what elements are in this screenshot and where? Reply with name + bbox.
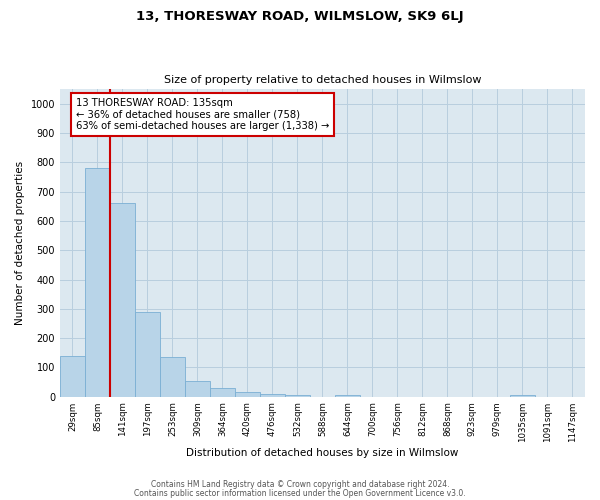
Bar xyxy=(160,357,185,397)
Bar xyxy=(135,312,160,396)
Bar xyxy=(510,395,535,396)
Y-axis label: Number of detached properties: Number of detached properties xyxy=(15,161,25,325)
Text: 13, THORESWAY ROAD, WILMSLOW, SK9 6LJ: 13, THORESWAY ROAD, WILMSLOW, SK9 6LJ xyxy=(136,10,464,23)
Bar xyxy=(110,204,135,396)
Bar xyxy=(260,394,285,396)
Bar xyxy=(60,356,85,397)
X-axis label: Distribution of detached houses by size in Wilmslow: Distribution of detached houses by size … xyxy=(186,448,458,458)
Text: Contains HM Land Registry data © Crown copyright and database right 2024.: Contains HM Land Registry data © Crown c… xyxy=(151,480,449,489)
Bar xyxy=(235,392,260,396)
Bar xyxy=(335,395,360,396)
Title: Size of property relative to detached houses in Wilmslow: Size of property relative to detached ho… xyxy=(164,76,481,86)
Bar xyxy=(85,168,110,396)
Text: Contains public sector information licensed under the Open Government Licence v3: Contains public sector information licen… xyxy=(134,490,466,498)
Bar xyxy=(285,395,310,396)
Bar xyxy=(210,388,235,396)
Text: 13 THORESWAY ROAD: 135sqm
← 36% of detached houses are smaller (758)
63% of semi: 13 THORESWAY ROAD: 135sqm ← 36% of detac… xyxy=(76,98,329,132)
Bar xyxy=(185,380,210,396)
